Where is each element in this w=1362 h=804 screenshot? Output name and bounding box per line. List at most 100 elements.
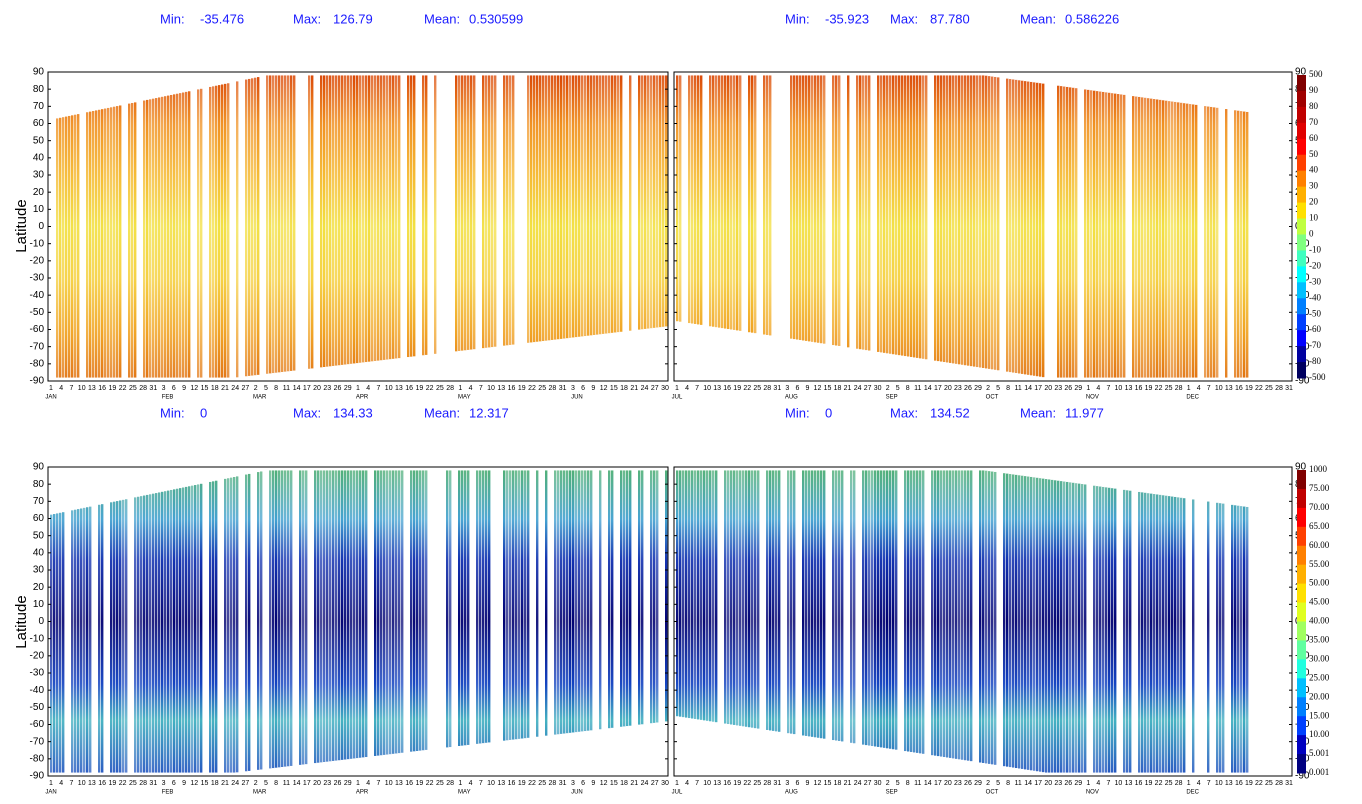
heatmap-stripe — [368, 75, 371, 362]
heatmap-stripe — [1057, 85, 1060, 378]
heatmap-stripe — [925, 75, 928, 360]
y-tick-label: -70 — [30, 736, 45, 747]
heatmap-stripe — [907, 75, 910, 357]
stat-label: Min: — [785, 405, 810, 420]
heatmap-stripe — [308, 75, 311, 369]
heatmap-stripe — [1174, 101, 1177, 378]
y-tick-label: -60 — [30, 719, 45, 730]
colorbar-label: 90 — [1309, 85, 1319, 95]
heatmap-stripe — [1144, 492, 1147, 773]
y-axis-label: Latitude — [13, 199, 30, 252]
heatmap-stripe — [284, 75, 287, 372]
month-label: MAR — [253, 395, 267, 401]
heatmap-stripe — [587, 470, 590, 731]
day-label: 29 — [344, 385, 352, 392]
heatmap-stripe — [353, 470, 356, 759]
heatmap-stripe — [122, 499, 125, 773]
day-label: 29 — [1074, 385, 1082, 392]
heatmap-stripe — [1150, 98, 1153, 378]
heatmap-stripe — [1231, 504, 1234, 773]
heatmap-stripe — [347, 75, 350, 365]
y-tick-label: 70 — [33, 496, 45, 507]
day-label: 22 — [119, 385, 127, 392]
heatmap-stripe — [820, 75, 823, 344]
heatmap-stripe — [578, 470, 581, 732]
heatmap-stripe — [158, 97, 161, 378]
day-label: 8 — [274, 780, 278, 787]
heatmap-stripe — [1183, 498, 1186, 773]
day-label: 17 — [934, 385, 942, 392]
heatmap-stripe — [988, 76, 991, 369]
heatmap-stripe — [871, 470, 874, 747]
heatmap-stripe — [449, 470, 452, 748]
heatmap-stripe — [59, 512, 62, 773]
colorbar-segment — [1297, 314, 1306, 331]
heatmap-stripe — [733, 75, 736, 330]
heatmap-stripe — [581, 470, 584, 732]
heatmap-stripe — [467, 75, 470, 350]
heatmap-stripe — [380, 75, 383, 361]
heatmap-stripe — [647, 75, 650, 329]
day-label: 8 — [1006, 385, 1010, 392]
day-label: 28 — [549, 780, 557, 787]
month-label: DEC — [1186, 790, 1199, 796]
month-label: SEP — [886, 790, 898, 796]
heatmap-stripe — [176, 488, 179, 773]
heatmap-stripe — [536, 470, 539, 737]
heatmap-stripe — [182, 487, 185, 773]
heatmap-stripe — [940, 470, 943, 757]
heatmap-stripe — [1105, 92, 1108, 378]
heatmap-stripe — [287, 470, 290, 767]
heatmap-stripe — [1048, 479, 1051, 773]
heatmap-stripe — [1006, 473, 1009, 767]
heatmap-stripe — [862, 75, 865, 350]
day-label: 19 — [1145, 385, 1153, 392]
heatmap-stripe — [638, 470, 641, 725]
heatmap-stripe — [982, 470, 985, 763]
heatmap-stripe — [709, 75, 712, 327]
heatmap-stripe — [629, 470, 632, 726]
heatmap-stripe — [638, 75, 641, 330]
heatmap-stripe — [802, 75, 805, 341]
day-label: 2 — [254, 780, 258, 787]
y-tick-label: -40 — [30, 685, 45, 696]
heatmap-stripe — [1063, 481, 1066, 773]
day-label: 11 — [283, 780, 290, 787]
day-label: 15 — [610, 385, 618, 392]
y-tick-label: -90 — [1295, 376, 1310, 387]
heatmap-stripe — [455, 75, 458, 352]
colorbar-segment — [1297, 202, 1306, 220]
heatmap-stripe — [185, 91, 188, 378]
y-tick-label: -50 — [30, 307, 45, 318]
day-label: 14 — [1024, 385, 1032, 392]
heatmap-stripe — [305, 470, 308, 765]
heatmap-stripe — [892, 75, 895, 355]
y-tick-label: -40 — [30, 290, 45, 301]
day-label: 31 — [149, 780, 157, 787]
heatmap-stripe — [479, 470, 482, 744]
heatmap-stripe — [113, 106, 116, 378]
heatmap-stripe — [754, 75, 757, 334]
y-tick-label: -60 — [30, 324, 45, 335]
heatmap-stripe — [1102, 486, 1105, 773]
heatmap-stripe — [1093, 485, 1096, 773]
heatmap-stripe — [143, 100, 146, 378]
heatmap-stripe — [1138, 96, 1141, 378]
day-label: 16 — [1235, 385, 1243, 392]
day-label: 7 — [1106, 780, 1110, 787]
day-label: 13 — [395, 780, 403, 787]
colorbar-segment — [1297, 138, 1306, 156]
heatmap-stripe — [1207, 106, 1210, 378]
day-label: 21 — [221, 385, 229, 392]
day-label: 26 — [964, 385, 972, 392]
colorbar-label: 20 — [1309, 197, 1319, 207]
heatmap-stripe — [167, 490, 170, 773]
day-label: 10 — [487, 780, 495, 787]
heatmap-stripe — [287, 75, 290, 372]
heatmap-stripe — [763, 75, 766, 335]
colorbar-label: 55.00 — [1309, 559, 1330, 569]
colorbar-label: 10.00 — [1309, 729, 1330, 739]
heatmap-stripe — [212, 86, 215, 378]
heatmap-stripe — [197, 484, 200, 773]
heatmap-stripe — [137, 496, 140, 773]
